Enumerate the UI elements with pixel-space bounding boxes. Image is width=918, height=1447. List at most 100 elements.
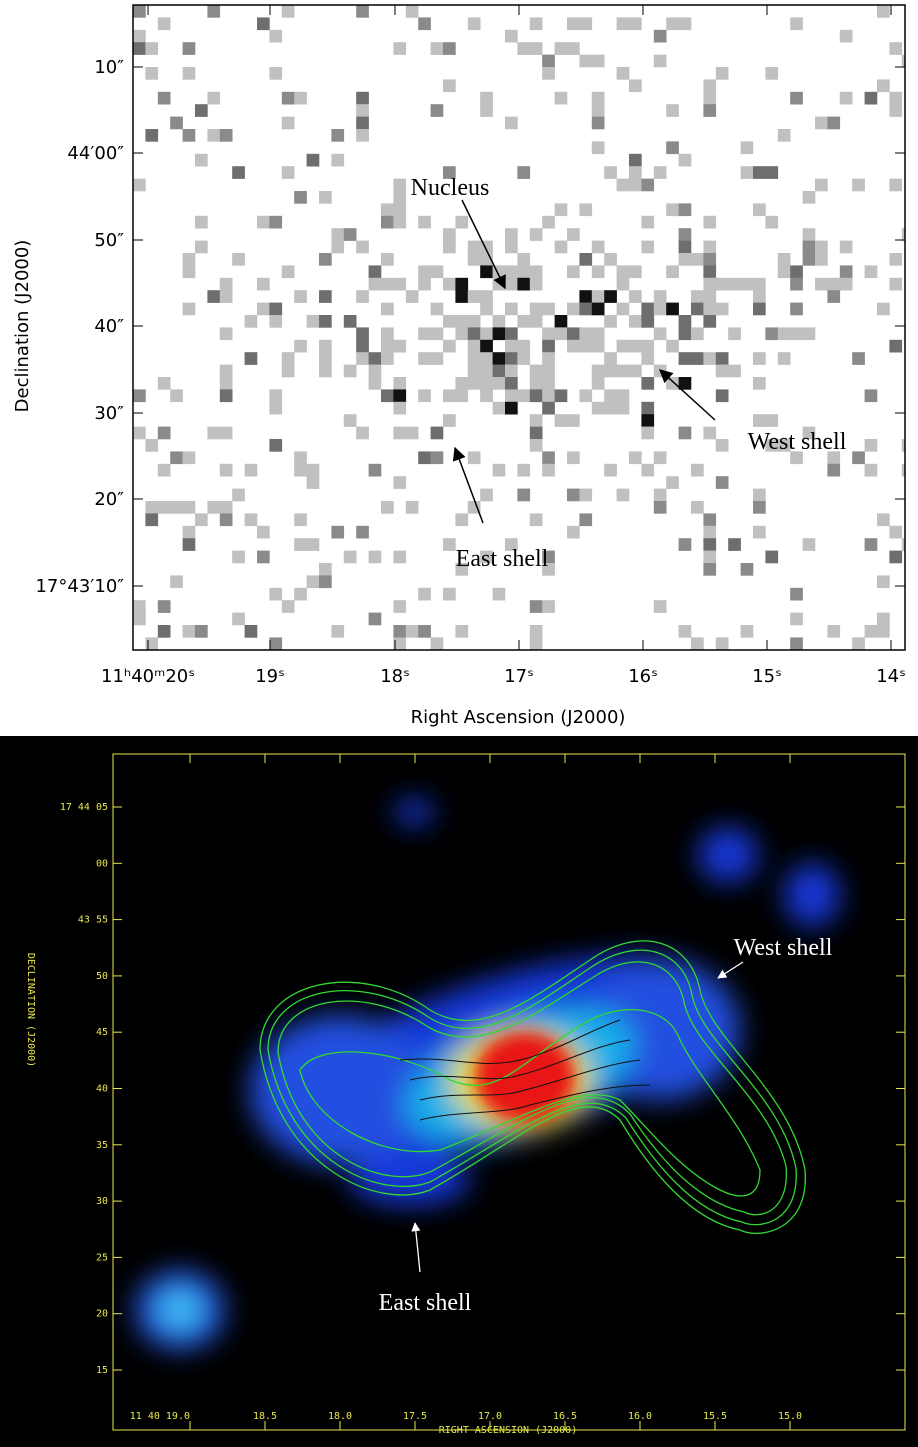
- pixel: [418, 352, 431, 365]
- pixel: [505, 265, 518, 279]
- pixel: [244, 315, 258, 328]
- pixel: [232, 253, 245, 266]
- pixel: [567, 42, 580, 55]
- pixel: [852, 637, 865, 650]
- pixel: [145, 67, 159, 80]
- pixel: [343, 414, 357, 427]
- xray-image: [133, 5, 905, 650]
- pixel: [207, 129, 221, 142]
- pixel: [467, 364, 481, 378]
- pixel: [170, 389, 183, 403]
- pixel: [443, 240, 456, 254]
- pixel: [641, 315, 655, 328]
- pixel: [492, 315, 506, 328]
- x-tick-label: 16.5: [553, 1411, 577, 1422]
- pixel: [319, 253, 332, 266]
- pixel: [542, 563, 555, 576]
- pixel: [529, 228, 543, 241]
- bottom-ticks: 17 44 05 00 43 55 50 45 40 35 30 25 20 15 11 40 19.…: [60, 754, 905, 1430]
- pixel: [455, 563, 469, 576]
- pixel: [133, 29, 146, 43]
- pixel: [889, 91, 903, 105]
- pixel: [901, 54, 905, 68]
- pixel: [195, 513, 208, 527]
- pixel: [703, 563, 717, 576]
- pixel: [195, 104, 208, 117]
- pixel: [641, 401, 655, 415]
- pixel: [753, 414, 766, 427]
- pixel: [529, 439, 543, 452]
- pixel: [889, 253, 903, 266]
- pixel: [703, 513, 717, 527]
- pixel: [418, 587, 431, 601]
- pixel: [393, 401, 407, 415]
- y-tick-label: 30″: [94, 403, 124, 424]
- y-tick-label: 30: [96, 1196, 108, 1207]
- pixel: [604, 463, 617, 477]
- pixel: [542, 377, 555, 390]
- pixel: [405, 625, 419, 638]
- annotation: West shell: [734, 935, 833, 961]
- pixel: [629, 166, 642, 179]
- pixel: [418, 265, 431, 279]
- pixel: [331, 228, 345, 241]
- pixel: [281, 166, 295, 179]
- pixel: [443, 339, 456, 353]
- pixel: [133, 612, 146, 626]
- pixel: [455, 327, 469, 341]
- pixel: [641, 302, 655, 316]
- pixel: [554, 91, 568, 105]
- y-tick-label: 20: [96, 1309, 108, 1320]
- pixel: [182, 67, 196, 80]
- pixel: [480, 91, 493, 105]
- pixel: [356, 116, 369, 130]
- pixel: [133, 426, 146, 440]
- pixel: [455, 513, 469, 527]
- pixel: [269, 215, 283, 229]
- pixel: [877, 625, 890, 638]
- annotation: Nucleus: [411, 175, 490, 201]
- pixel: [790, 587, 803, 601]
- pixel: [529, 364, 543, 378]
- pixel: [480, 550, 493, 564]
- pixel: [765, 414, 779, 427]
- pixel: [604, 166, 617, 179]
- pixel: [852, 352, 865, 365]
- pixel: [319, 575, 332, 589]
- pixel: [889, 42, 903, 55]
- pixel: [381, 339, 394, 353]
- top-ticks: 10″ 44′00″ 50″ 40″ 30″ 20″ 17°43′10″ 11ʰ40ᵐ20ˢ 1…: [35, 5, 906, 687]
- pixel: [542, 302, 555, 316]
- pixel: [492, 377, 506, 390]
- pixel: [666, 141, 679, 155]
- pixel: [529, 389, 543, 403]
- pixel: [777, 129, 791, 142]
- pixel: [356, 525, 369, 539]
- pixel: [666, 377, 679, 390]
- pixel: [765, 166, 779, 179]
- pixel: [740, 625, 754, 638]
- pixel: [629, 153, 642, 167]
- pixel: [492, 352, 506, 365]
- pixel: [443, 587, 456, 601]
- pixel: [864, 439, 878, 452]
- x-tick-label: 15.0: [778, 1411, 802, 1422]
- pixel: [641, 426, 655, 440]
- pixel: [467, 377, 481, 390]
- pixel: [368, 377, 382, 390]
- pixel: [467, 352, 481, 365]
- pixel: [356, 290, 369, 303]
- pixel: [343, 315, 357, 328]
- pixel: [839, 29, 853, 43]
- pixel: [443, 315, 456, 328]
- pixel: [591, 265, 605, 279]
- pixel: [356, 426, 369, 440]
- pixel: [480, 364, 493, 378]
- arrow: [411, 1222, 421, 1273]
- pixel: [145, 129, 159, 142]
- pixel: [393, 600, 407, 613]
- pixel: [381, 327, 394, 341]
- pixel: [678, 253, 692, 266]
- pixel: [232, 550, 245, 564]
